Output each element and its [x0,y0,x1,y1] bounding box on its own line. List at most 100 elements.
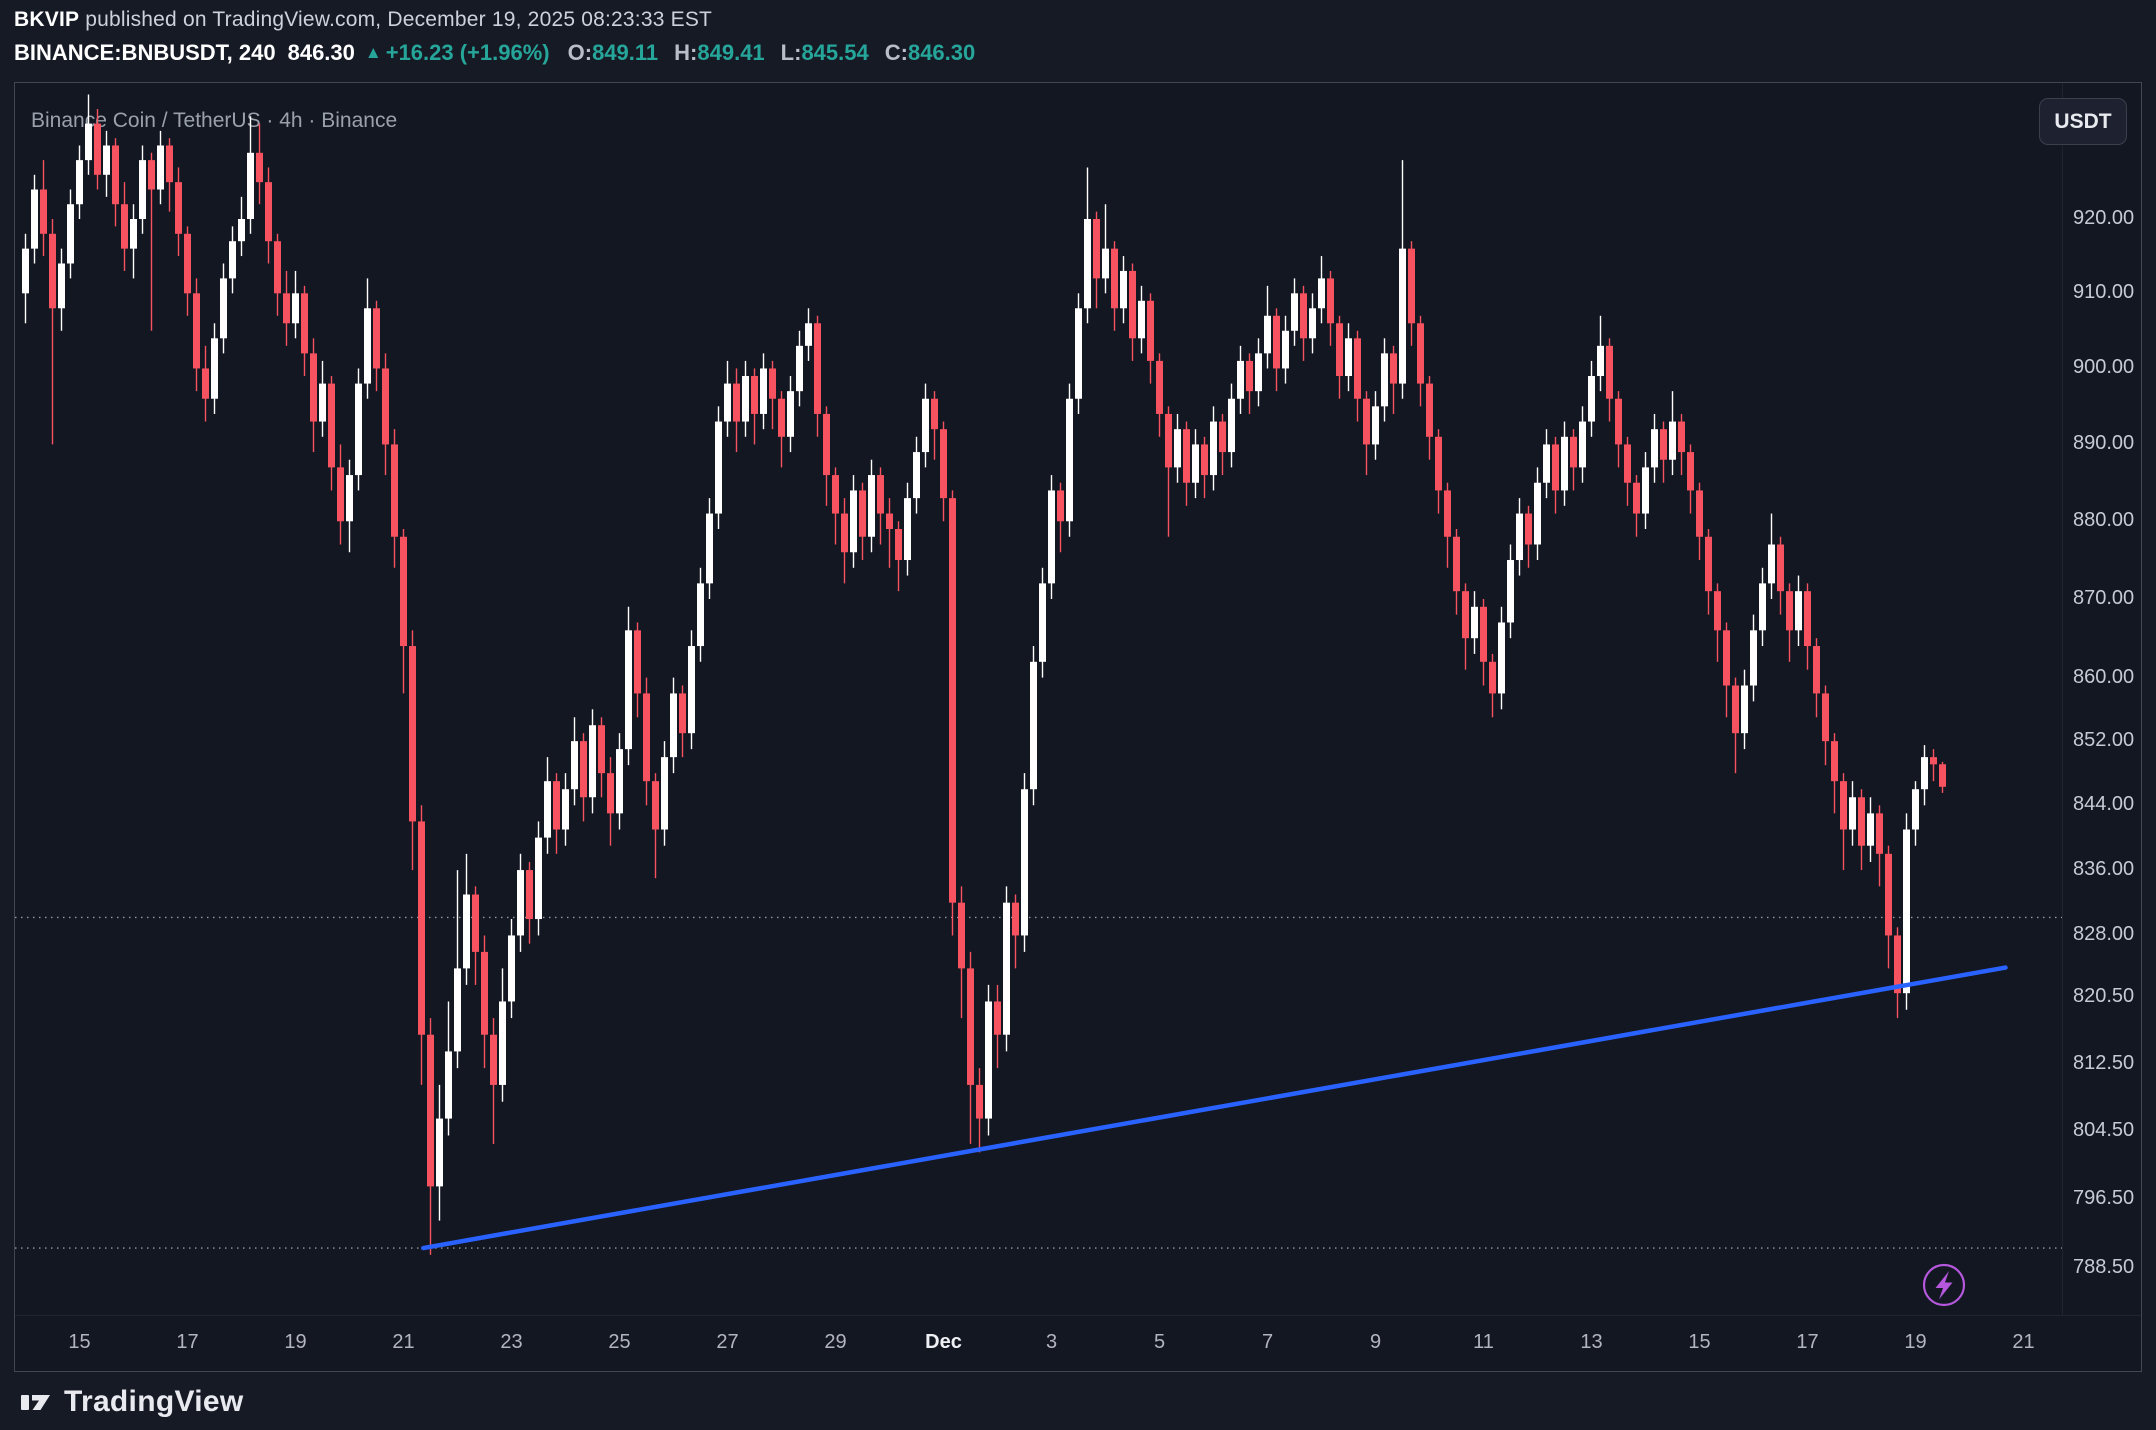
time-axis-label: 19 [284,1331,307,1353]
candle [967,968,974,1085]
candle [283,293,290,324]
candle [796,345,803,392]
candle [634,630,641,694]
candle [1723,630,1730,686]
candle [355,383,362,476]
time-axis-label: 7 [1261,1331,1274,1353]
candle [85,123,92,161]
time-axis-label: 29 [824,1331,847,1353]
candle [904,498,911,561]
candle [112,145,119,205]
candle [1804,591,1811,647]
candle [166,145,173,183]
candle [1264,315,1271,354]
candle [706,513,713,584]
candle [643,693,650,782]
candle [481,951,488,1035]
lightning-button[interactable] [1922,1263,1966,1307]
candle [1471,606,1478,639]
candle [1408,248,1415,324]
ohlc-low: L:845.54 [780,40,869,65]
candle [1174,429,1181,468]
candle [1417,323,1424,384]
price-axis-label: 796.50 [2073,1187,2135,1210]
candle [1300,293,1307,339]
candle [733,383,740,422]
candle [1372,406,1379,445]
candle [1552,444,1559,491]
candle [1849,797,1856,830]
candle [1381,353,1388,407]
candle [1192,444,1199,483]
candle [1795,591,1802,631]
candle [661,757,668,830]
candle [1327,278,1334,324]
candle [139,160,146,219]
chart-panel[interactable]: Binance Coin / TetherUS · 4h · Binance U… [14,82,2142,1372]
trendline[interactable] [421,965,2008,1251]
candle [1597,345,1604,377]
candle [724,383,731,422]
candle [760,368,767,414]
price-axis-label: 900.00 [2073,356,2135,379]
candle [1246,360,1253,392]
candle [1651,429,1658,468]
footer-brand-bar[interactable]: TradingView [18,1384,243,1420]
candlestick-chart-surface[interactable] [15,83,2141,1371]
candle [1732,685,1739,734]
candle [1588,376,1595,422]
candle [1129,270,1136,339]
candle [1120,270,1127,309]
price-axis-separator [2062,83,2063,1315]
candle [1345,338,1352,377]
up-arrow-icon: ▲ [364,43,382,62]
price-axis-label: 836.00 [2073,858,2135,881]
candle [517,870,524,936]
candle [1714,591,1721,631]
candle [1633,482,1640,514]
candle [1012,902,1019,936]
candle [1687,452,1694,491]
candle [184,233,191,294]
candle [1678,421,1685,453]
candle [1606,345,1613,399]
candle [1147,300,1154,361]
candle [535,837,542,920]
price-axis-label: 870.00 [2073,586,2135,609]
candle [1741,685,1748,734]
candle [265,182,272,242]
candle [580,741,587,798]
candle [1894,935,1901,994]
ohlc-close: C:846.30 [884,40,976,65]
candle [409,646,416,822]
candle [778,398,785,437]
candle [202,368,209,399]
price-axis-label: 820.50 [2073,985,2135,1008]
candle [625,630,632,750]
candle [1138,300,1145,339]
candle [1444,490,1451,537]
candle [274,241,281,294]
candle [472,894,479,952]
candle [670,693,677,758]
candle [769,368,776,399]
time-axis-label: 23 [500,1331,523,1353]
candle [958,902,965,969]
candle [1498,622,1505,694]
candle [1003,902,1010,1035]
candle [103,145,110,175]
candle [238,219,245,242]
candle [94,123,101,175]
candle [1075,308,1082,399]
time-axis-label: 3 [1045,1331,1058,1353]
candle [589,725,596,798]
candle [310,353,317,422]
candle [211,338,218,399]
change-text: +16.23 (+1.96%) [385,40,550,65]
time-axis-label: 19 [1904,1331,1927,1353]
candle [715,421,722,514]
price-axis-label: 844.00 [2073,793,2135,816]
candle [1867,813,1874,846]
currency-toggle-button[interactable]: USDT [2039,98,2127,145]
candle [1048,490,1055,584]
